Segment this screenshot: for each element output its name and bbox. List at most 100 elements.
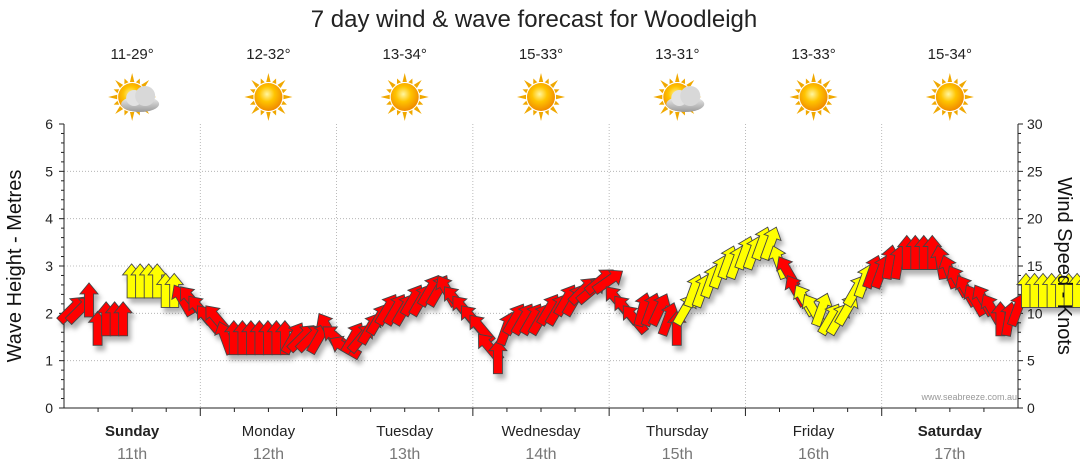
day-name-label: Friday [793, 423, 835, 440]
sun-ray [953, 78, 958, 84]
sun-ray [108, 94, 118, 100]
y-right-tick-label: 0 [1027, 400, 1035, 416]
sun-ray [958, 106, 967, 114]
sun-ray [272, 78, 277, 84]
sun-ray [805, 110, 810, 116]
sun-ray [931, 100, 937, 105]
sun-ray [277, 106, 286, 114]
sun-ray [796, 106, 805, 114]
day-date-label: 15th [662, 446, 693, 463]
sun-ray [249, 89, 256, 94]
sun-ray [413, 106, 422, 114]
sun-ray [680, 78, 686, 84]
sun-ray [419, 94, 429, 100]
sun-ray [795, 89, 801, 94]
sun-ray [251, 106, 260, 114]
sun-ray [789, 94, 799, 100]
sunny-weather-icon [244, 73, 293, 121]
temperature-range-label: 13-33° [791, 46, 835, 63]
sun-ray [544, 110, 549, 116]
sun-ray [408, 78, 413, 84]
day-name-label: Wednesday [502, 423, 581, 440]
sun-ray [538, 112, 544, 121]
sun-ray [386, 100, 392, 105]
sun-disc [254, 83, 283, 111]
sun-ray [544, 78, 549, 84]
wind-arrow [113, 301, 134, 337]
day-name-label: Monday [242, 423, 296, 440]
sun-ray [402, 73, 407, 82]
y-left-tick-label: 4 [45, 211, 53, 227]
wind-arrow [591, 269, 624, 295]
y-axis-label-right: Wind Speed - Knots [1053, 177, 1075, 355]
sun-ray [669, 110, 674, 116]
day-name-label: Saturday [918, 423, 983, 440]
weather-row: 11-29° 12-32° 13-34° 15-33° 13-31° 13-33° 15-3… [108, 46, 974, 121]
sun-ray [281, 100, 287, 105]
sun-ray [386, 89, 392, 94]
wind-arrow [759, 226, 782, 262]
sun-ray [413, 80, 422, 88]
sun-ray [124, 78, 129, 84]
y-right-tick-label: 30 [1027, 116, 1043, 132]
sun-ray [124, 110, 129, 116]
sunny-weather-icon [517, 73, 565, 121]
credit-text: www.seabreeze.com.au [920, 392, 1017, 402]
day-name-label: Sunday [105, 423, 160, 440]
sun-ray [554, 100, 560, 105]
sun-ray [796, 80, 805, 88]
sun-ray [266, 112, 271, 121]
sun-ray [550, 106, 558, 114]
cloud-icon [666, 86, 705, 112]
temperature-range-label: 15-33° [519, 46, 563, 63]
day-date-label: 17th [934, 446, 965, 463]
sun-ray [517, 94, 526, 100]
temperature-range-label: 15-34° [928, 46, 972, 63]
sun-ray [129, 73, 135, 82]
sun-ray [533, 78, 538, 84]
sun-ray [675, 73, 680, 82]
sun-ray [266, 73, 271, 82]
sun-ray [958, 80, 967, 88]
sun-disc [799, 83, 828, 111]
wind-arrow [1075, 279, 1080, 285]
cloud-puff [680, 86, 701, 106]
sun-ray [822, 106, 831, 114]
sun-ray [805, 78, 810, 84]
y-left-tick-label: 5 [45, 163, 53, 179]
y-left-tick-label: 6 [45, 116, 53, 132]
sun-ray [953, 110, 958, 116]
sun-ray [962, 89, 969, 94]
temperature-range-label: 11-29° [111, 46, 154, 63]
temperature-range-label: 13-31° [655, 46, 699, 63]
sun-ray [387, 80, 396, 88]
cloud-icon [121, 86, 160, 112]
sun-ray [129, 112, 135, 121]
day-name-label: Tuesday [376, 423, 433, 440]
sun-ray [947, 112, 953, 121]
y-right-tick-label: 10 [1027, 305, 1043, 321]
day-date-label: 14th [525, 446, 556, 463]
y-left-tick-label: 1 [45, 353, 53, 369]
sun-ray [811, 112, 816, 121]
sun-ray [141, 80, 150, 88]
sun-ray [817, 78, 822, 84]
sun-ray [653, 94, 663, 100]
sunny-weather-icon [925, 73, 974, 121]
sun-ray [402, 112, 407, 121]
y-right-tick-label: 5 [1027, 353, 1035, 369]
sun-ray [115, 80, 124, 88]
wind-arrow [1067, 272, 1080, 308]
sun-ray [554, 89, 560, 94]
sun-ray [826, 100, 833, 105]
sun-ray [533, 110, 538, 116]
sun-ray [826, 89, 833, 94]
sun-ray [964, 94, 974, 100]
sun-disc [390, 83, 419, 111]
sun-ray [932, 80, 941, 88]
sun-ray [675, 112, 680, 121]
day-labels: Sunday 11th Monday 12th Tuesday 13th Wednesday… [105, 423, 983, 463]
sun-disc [935, 83, 964, 111]
day-date-label: 16th [798, 446, 829, 463]
